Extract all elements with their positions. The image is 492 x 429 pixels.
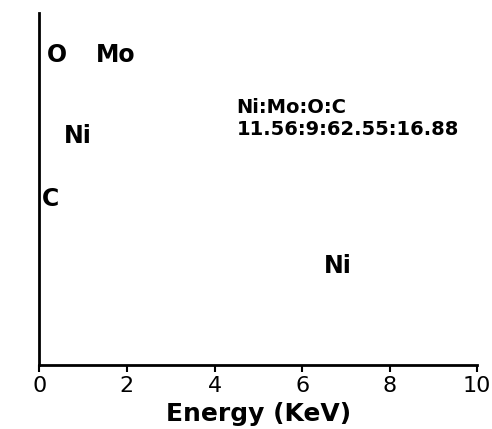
Text: Ni:Mo:O:C
11.56:9:62.55:16.88: Ni:Mo:O:C 11.56:9:62.55:16.88 bbox=[237, 98, 459, 139]
Text: Ni: Ni bbox=[63, 124, 92, 148]
Text: O: O bbox=[47, 43, 67, 67]
X-axis label: Energy (KeV): Energy (KeV) bbox=[166, 402, 351, 426]
Text: Ni: Ni bbox=[324, 254, 352, 278]
Text: C: C bbox=[41, 187, 59, 211]
Text: Mo: Mo bbox=[96, 43, 136, 67]
